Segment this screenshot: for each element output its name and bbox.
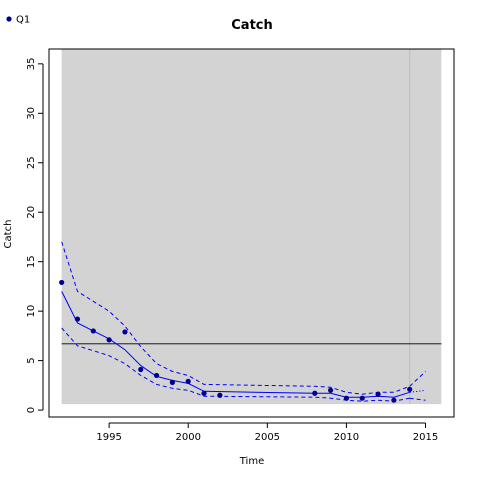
y-tick-label: 35 — [26, 57, 37, 70]
data-point — [169, 379, 175, 385]
legend: Q1 — [6, 15, 30, 26]
y-axis-title: Catch — [3, 220, 14, 249]
data-point — [343, 395, 350, 401]
data-point — [122, 329, 128, 335]
data-point — [153, 372, 160, 379]
x-tick-label: 2010 — [334, 432, 359, 443]
data-point — [185, 378, 191, 384]
series-line-lower — [61, 327, 410, 402]
data-point — [359, 395, 365, 401]
data-point — [328, 387, 334, 393]
data-point — [138, 366, 144, 373]
data-point — [217, 392, 223, 398]
y-tick-label: 5 — [26, 357, 37, 363]
data-point — [391, 397, 397, 403]
data-point — [90, 328, 96, 334]
data-point — [59, 279, 65, 286]
x-tick-label: 2005 — [255, 432, 280, 443]
legend-marker-q1 — [6, 16, 12, 22]
data-point — [106, 337, 112, 343]
y-tick-label: 30 — [26, 107, 37, 120]
series-line-forecast — [409, 389, 426, 393]
series-line-forecast-upper — [409, 371, 426, 387]
y-tick-label: 20 — [26, 206, 37, 219]
chart-title: Catch — [231, 18, 273, 33]
y-tick-label: 25 — [26, 156, 37, 169]
data-point — [74, 316, 81, 322]
legend-label-q1: Q1 — [16, 15, 30, 26]
data-point — [201, 390, 207, 396]
x-tick-label: 1995 — [96, 432, 121, 443]
data-point — [375, 391, 381, 397]
shaded-region — [61, 49, 442, 405]
x-tick-label: 2015 — [413, 432, 438, 443]
data-point — [312, 390, 318, 396]
y-tick-label: 0 — [26, 407, 37, 413]
x-axis-title: Time — [239, 456, 264, 467]
series-line-forecast-lower — [409, 397, 426, 401]
x-tick-label: 2000 — [175, 432, 200, 443]
y-tick-label: 15 — [26, 255, 37, 268]
y-tick-label: 10 — [26, 305, 37, 318]
data-point — [407, 386, 413, 392]
plot-frame — [48, 48, 455, 418]
